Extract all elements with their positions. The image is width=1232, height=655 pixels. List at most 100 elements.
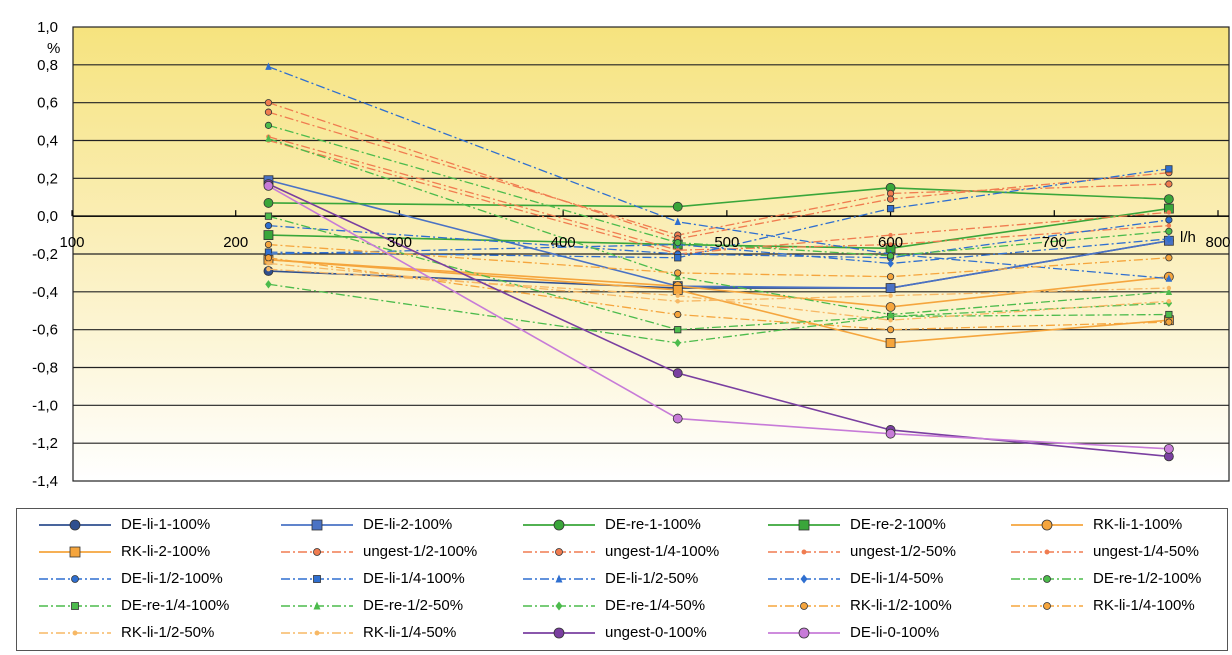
legend-swatch: [281, 601, 353, 610]
data-point: [801, 549, 807, 555]
legend-label: DE-re-1/2-50%: [363, 597, 464, 614]
series-line: [268, 238, 1169, 265]
x-tick-label: 400: [551, 234, 576, 251]
legend-swatch: [768, 602, 840, 610]
data-point: [1165, 274, 1173, 282]
series-line: [268, 102, 1169, 240]
legend-item: DE-li-1/2-100%: [35, 568, 265, 590]
data-point: [71, 575, 79, 583]
data-point: [311, 519, 323, 531]
data-point: [1043, 602, 1051, 610]
data-point: [263, 180, 274, 191]
legend-item: DE-li-1/4-50%: [764, 568, 994, 590]
data-point: [555, 548, 563, 556]
data-point: [265, 134, 272, 142]
legend-label: DE-li-1/4-100%: [363, 570, 465, 587]
data-point: [886, 326, 895, 334]
legend-item: RK-li-1/2-100%: [764, 595, 994, 617]
data-point: [265, 62, 272, 70]
axis-labels: 1,0 0,8 0,6 0,4 0,2 0,0 -0,2 -0,4 -0,6 -0,8 -1,0 -1…: [32, 19, 1230, 490]
legend-label: ungest-0-100%: [605, 624, 707, 641]
legend-item: ungest-1/2-50%: [764, 541, 994, 563]
data-point: [888, 293, 893, 298]
legend-label: ungest-1/4-100%: [605, 543, 720, 560]
x-tick-label: 600: [878, 234, 903, 251]
legend-label: DE-re-1/2-100%: [1093, 570, 1202, 587]
legend-label: ungest-1/4-50%: [1093, 543, 1199, 560]
data-point: [1165, 216, 1173, 224]
data-point: [1166, 299, 1172, 304]
y-tick-label: 0,0: [37, 208, 58, 225]
data-point: [264, 222, 273, 230]
data-point: [313, 548, 321, 556]
data-point: [1165, 254, 1173, 262]
data-point: [798, 519, 810, 531]
legend: DE-li-1-100% DE-li-2-100% DE-re-1-100% DE-r…: [16, 508, 1228, 651]
legend-item: ungest-0-100%: [519, 622, 749, 644]
data-point: [674, 269, 682, 277]
legend-swatch: [1011, 575, 1083, 583]
series-line: [268, 243, 1169, 278]
x-tick-label: 700: [1042, 234, 1067, 251]
data-point: [1165, 318, 1173, 326]
data-point: [69, 519, 81, 531]
legend-swatch: [281, 519, 353, 531]
data-point: [1166, 223, 1172, 228]
legend-item: DE-re-1/2-100%: [1007, 568, 1232, 590]
data-point: [886, 195, 895, 203]
legend-item: RK-li-1/2-50%: [35, 622, 265, 644]
data-point: [69, 546, 81, 558]
data-point: [674, 338, 681, 348]
legend-swatch: [768, 627, 840, 639]
legend-label: RK-li-1/4-50%: [363, 624, 457, 641]
series-line: [268, 124, 1169, 257]
data-point: [674, 217, 681, 226]
series-line: [268, 137, 1169, 316]
data-point: [886, 273, 895, 281]
data-point: [885, 302, 896, 312]
series-line: [268, 268, 1169, 321]
data-point: [886, 252, 895, 260]
series-DE-li-0-100%: [263, 180, 1174, 454]
y-tick-label: -1,2: [32, 435, 58, 452]
legend-item: RK-li-1-100%: [1007, 514, 1232, 536]
data-point: [264, 121, 273, 129]
data-point: [1163, 194, 1174, 205]
data-point: [672, 413, 683, 424]
series-line: [268, 66, 1169, 280]
series-line: [268, 258, 1169, 344]
legend-label: DE-re-2-100%: [850, 516, 946, 533]
data-point: [263, 198, 274, 208]
x-tick-label: 100: [59, 234, 84, 251]
data-point: [675, 299, 680, 304]
legend-label: RK-li-1-100%: [1093, 516, 1183, 533]
legend-swatch: [39, 602, 111, 610]
data-point: [1165, 180, 1173, 188]
legend-item: DE-li-2-100%: [277, 514, 507, 536]
data-point: [1163, 443, 1174, 454]
legend-label: DE-re-1/4-100%: [121, 597, 230, 614]
data-point: [264, 254, 273, 262]
legend-item: RK-li-1/4-50%: [277, 622, 507, 644]
legend-label: DE-li-2-100%: [363, 516, 453, 533]
legend-swatch: [523, 548, 595, 556]
data-point: [266, 266, 271, 272]
data-point: [888, 317, 893, 323]
legend-item: RK-li-1/4-100%: [1007, 595, 1232, 617]
data-point: [71, 602, 79, 610]
series-line: [268, 283, 1169, 344]
data-point: [1165, 310, 1173, 319]
legend-item: DE-re-1/4-100%: [35, 595, 265, 617]
series-line: [268, 257, 1169, 331]
legend-swatch: [281, 630, 353, 636]
legend-swatch: [768, 574, 840, 584]
legend-label: RK-li-1/4-100%: [1093, 597, 1195, 614]
y-tick-label: 0,8: [37, 57, 58, 74]
legend-swatch: [523, 601, 595, 611]
y-tick-label: -0,4: [32, 284, 58, 301]
series-RK-li-1/4-50%: [266, 266, 1172, 323]
data-point: [675, 293, 680, 298]
series-line: [268, 179, 1170, 289]
legend-label: DE-li-1/2-50%: [605, 570, 699, 587]
data-point: [1165, 227, 1173, 235]
